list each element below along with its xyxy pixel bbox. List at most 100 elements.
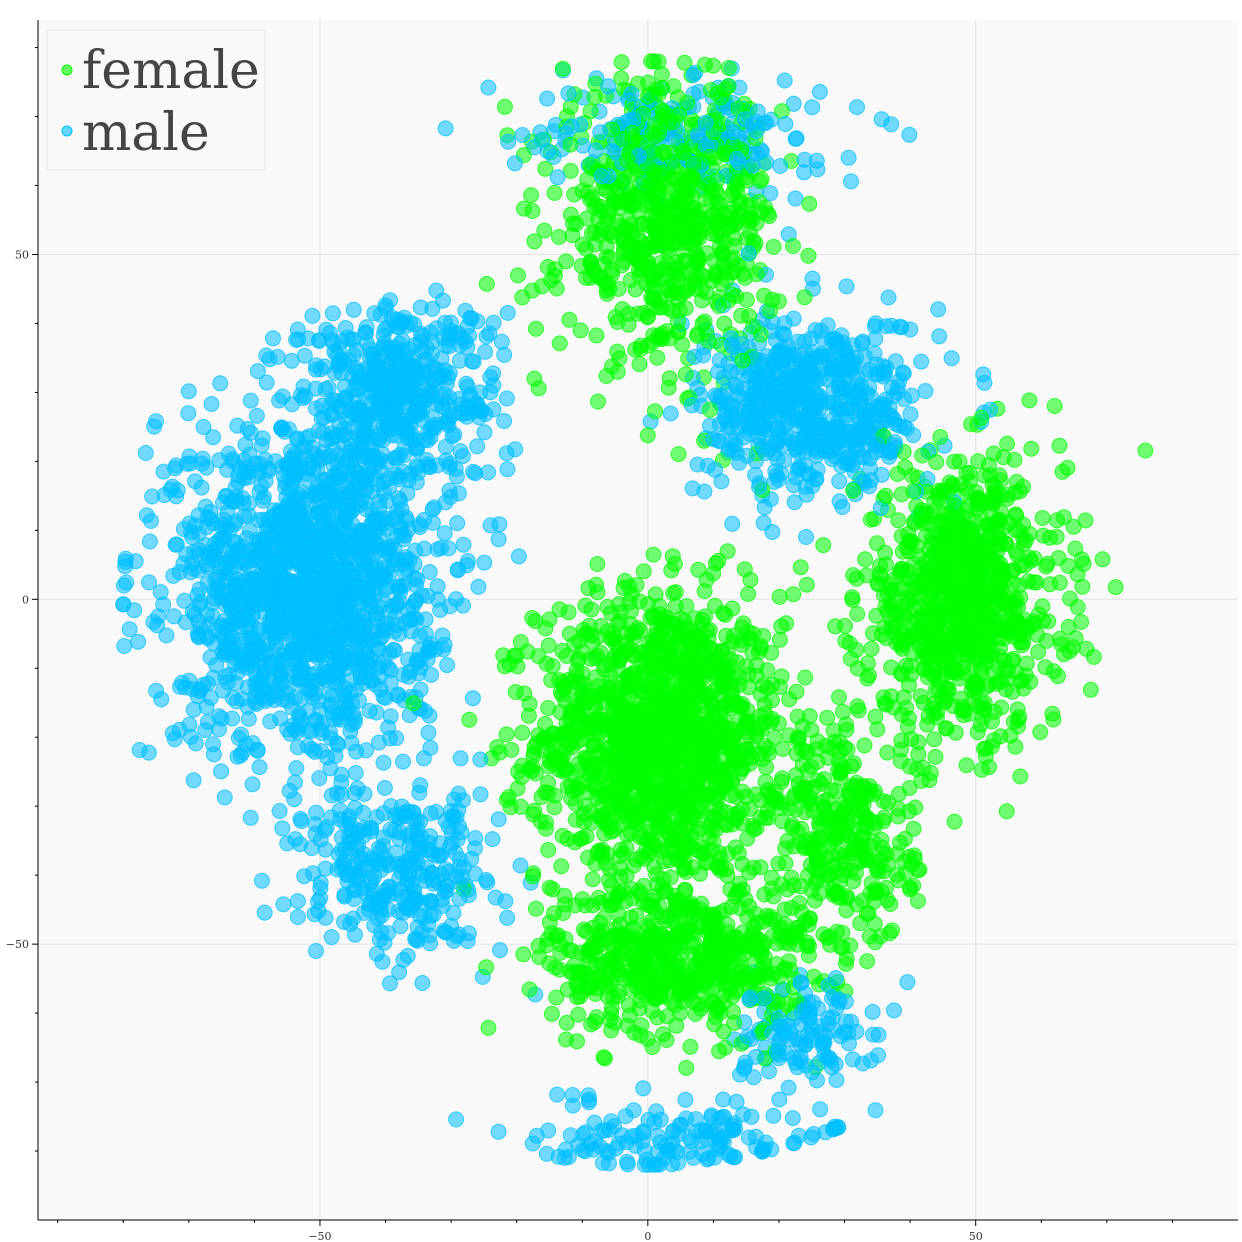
- male-point: [931, 328, 948, 345]
- female-point: [937, 720, 954, 737]
- male-point: [115, 577, 132, 594]
- male-point: [499, 461, 516, 478]
- male-point: [439, 657, 456, 674]
- female-point: [536, 222, 553, 239]
- male-point: [180, 383, 197, 400]
- male-point: [117, 550, 134, 567]
- male-point: [253, 872, 270, 889]
- male-point: [212, 375, 229, 392]
- male-point: [834, 499, 851, 515]
- female-point: [480, 1019, 497, 1036]
- female-point: [613, 54, 630, 71]
- male-point: [449, 515, 466, 532]
- male-point: [248, 407, 265, 424]
- male-point: [304, 307, 321, 324]
- female-point: [1044, 705, 1061, 722]
- male-point: [258, 374, 275, 391]
- male-point: [141, 533, 158, 550]
- male-point: [448, 1111, 465, 1128]
- male-point: [451, 352, 468, 369]
- female-point: [551, 229, 567, 245]
- male-point: [465, 463, 482, 480]
- male-point: [185, 772, 202, 789]
- female-point: [827, 783, 844, 799]
- male-point: [943, 350, 960, 367]
- male-point: [240, 710, 257, 727]
- female-point: [701, 401, 718, 418]
- female-point: [510, 267, 526, 284]
- male-point: [713, 473, 730, 490]
- female-point: [785, 586, 802, 603]
- female-point: [546, 799, 563, 816]
- female-point: [498, 726, 515, 743]
- female-point: [831, 689, 847, 706]
- male-point: [269, 348, 286, 365]
- female-point: [777, 840, 794, 857]
- male-point: [345, 301, 362, 318]
- male-point: [412, 299, 429, 316]
- male-point: [880, 289, 897, 306]
- male-point: [167, 536, 184, 553]
- female-point: [540, 842, 557, 858]
- male-point: [138, 507, 155, 524]
- male-point: [146, 418, 163, 435]
- female-point: [946, 813, 963, 830]
- female-point: [664, 548, 681, 565]
- female-point: [558, 253, 575, 270]
- male-point: [244, 776, 261, 793]
- female-point: [1034, 510, 1051, 526]
- male-point: [435, 292, 451, 309]
- female-point: [1045, 663, 1062, 680]
- male-point: [470, 578, 487, 595]
- female-point: [710, 298, 727, 314]
- male-point: [288, 760, 305, 777]
- female-point: [678, 1059, 695, 1076]
- female-point: [584, 871, 601, 888]
- female-point: [582, 103, 599, 120]
- female-point: [1046, 398, 1063, 414]
- male-point: [324, 305, 341, 322]
- male-point: [289, 893, 306, 910]
- female-point: [932, 429, 949, 445]
- male-point: [743, 1108, 760, 1125]
- female-point: [1082, 681, 1099, 698]
- female-point: [609, 363, 626, 380]
- female-point: [1040, 613, 1057, 630]
- male-point: [211, 708, 228, 725]
- female-point: [890, 512, 907, 529]
- male-point: [312, 880, 329, 897]
- male-point: [510, 548, 527, 565]
- female-point: [587, 75, 604, 92]
- male-point: [366, 305, 383, 322]
- male-point: [422, 739, 439, 756]
- male-point: [275, 896, 292, 913]
- female-point: [740, 586, 757, 602]
- male-point: [476, 554, 493, 571]
- male-point: [903, 387, 920, 404]
- male-point: [452, 750, 469, 767]
- female-point: [500, 789, 517, 805]
- male-point: [862, 1052, 879, 1069]
- female-point: [702, 148, 719, 165]
- male-point: [765, 1107, 782, 1124]
- male-point: [917, 383, 934, 399]
- female-point: [1054, 463, 1071, 480]
- male-point: [867, 1102, 884, 1119]
- female-point: [521, 981, 538, 998]
- male-point: [121, 621, 138, 638]
- female-point: [819, 709, 836, 726]
- female-point: [798, 576, 815, 593]
- male-point: [619, 1153, 636, 1170]
- female-point: [736, 561, 753, 578]
- male-point: [913, 353, 930, 370]
- female-point: [558, 1014, 575, 1031]
- male-point: [376, 780, 393, 796]
- male-point: [436, 525, 453, 542]
- male-point: [804, 99, 821, 116]
- female-point: [958, 757, 975, 774]
- male-point: [491, 516, 508, 533]
- male-point: [901, 126, 918, 143]
- female-point: [771, 631, 788, 648]
- female-point: [670, 446, 687, 463]
